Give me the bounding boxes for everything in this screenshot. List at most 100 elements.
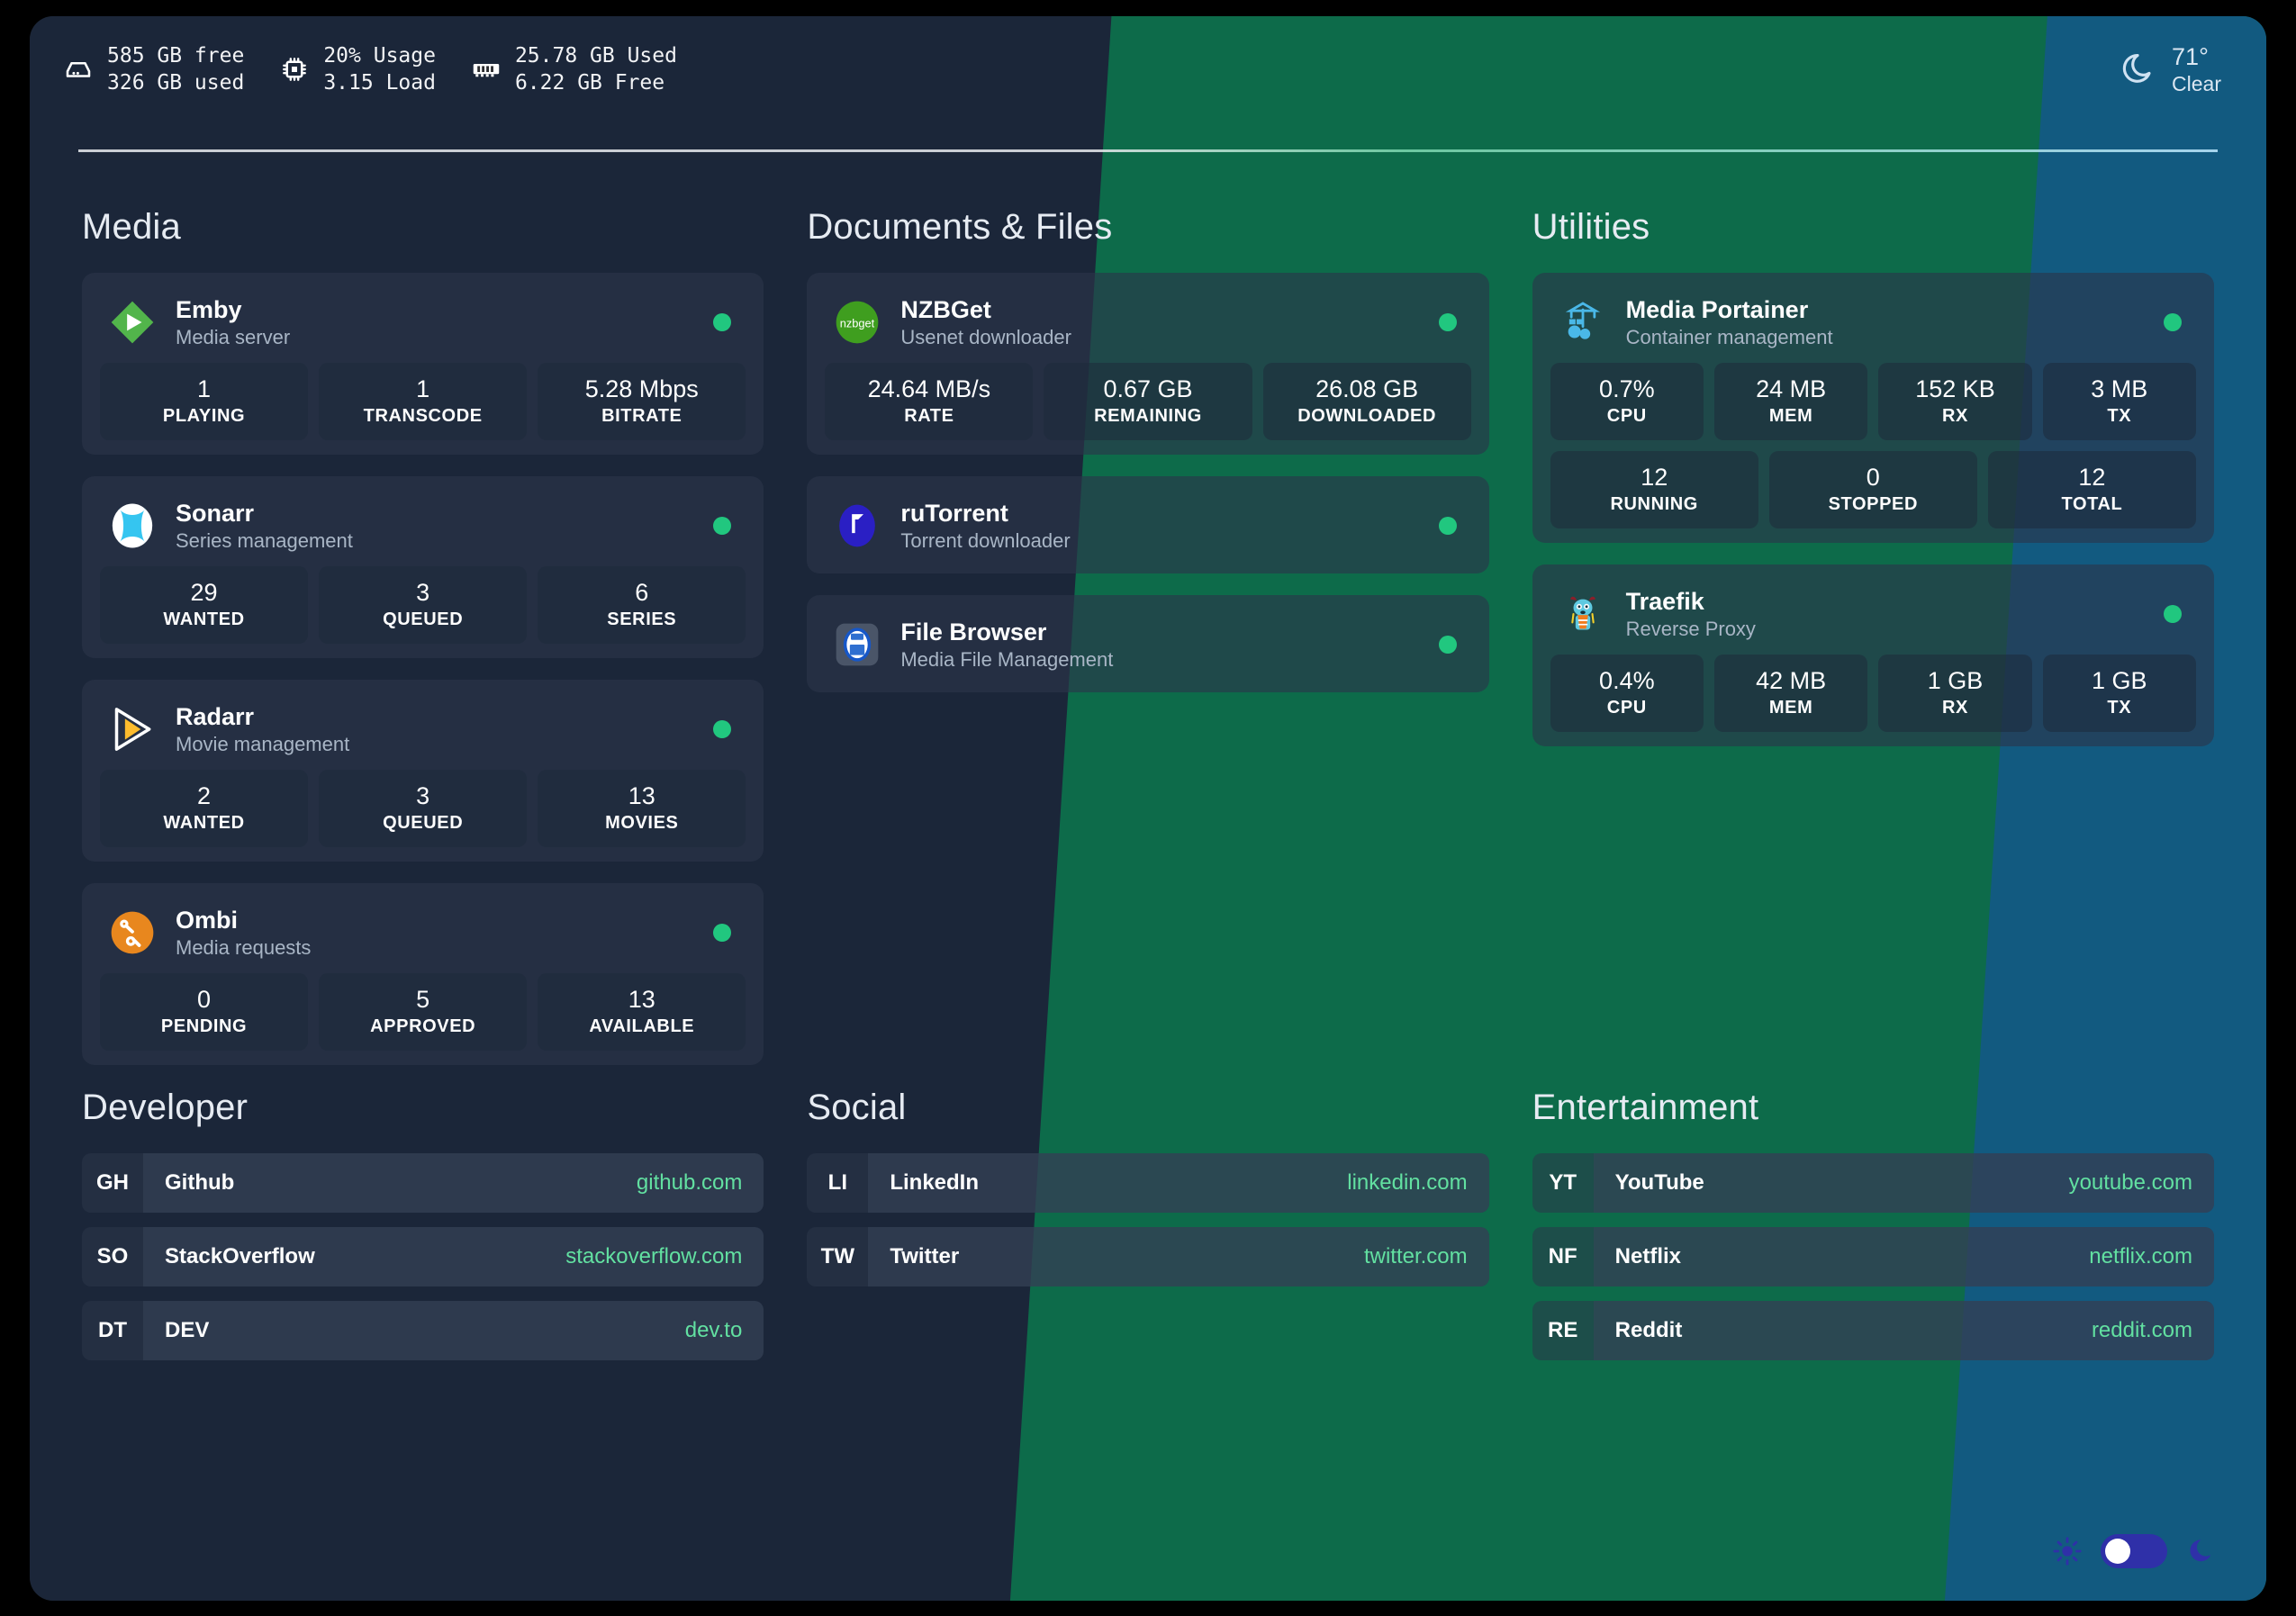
service-card-file-browser[interactable]: File Browser Media File Management: [807, 595, 1489, 692]
stat-box: 0.7% CPU: [1550, 363, 1704, 440]
bookmark-url: youtube.com: [2068, 1170, 2192, 1195]
cpu-chip-icon: [283, 58, 307, 81]
stat-label: BITRATE: [601, 406, 682, 426]
stat-label: WANTED: [163, 609, 245, 629]
weather-widget: 71° Clear: [2118, 42, 2234, 96]
stat-box: 42 MB MEM: [1713, 655, 1868, 732]
stat-box: 1 GB TX: [2042, 655, 2196, 732]
stat-value: 3 MB: [2091, 375, 2148, 402]
stat-label: RX: [1941, 698, 1968, 718]
service-subtitle: Reverse Proxy: [1625, 618, 1756, 640]
stat-value: 1: [416, 375, 430, 402]
stat-label: RUNNING: [1610, 494, 1698, 514]
bookmark-abbr: DT: [98, 1318, 127, 1342]
bookmark-url: twitter.com: [1363, 1244, 1468, 1268]
bookmark-group-social: Social LI LinkedIn linkedin.com TW Twitt…: [807, 1088, 1489, 1375]
bookmark-abbr: RE: [1547, 1318, 1578, 1342]
service-card-rutorrent[interactable]: ruTorrent Torrent downloader: [807, 476, 1489, 573]
service-name: Radarr: [176, 703, 255, 730]
bookmark-abbr: GH: [96, 1170, 129, 1195]
cpu-load-line: 3.15 Load: [323, 71, 436, 95]
service-card-traefik[interactable]: Traefik Reverse Proxy 0.4% CPU 42 MB MEM: [1532, 564, 2214, 746]
stat-value: 0.67 GB: [1103, 375, 1193, 402]
service-subtitle: Media File Management: [900, 648, 1114, 671]
stat-value: 12: [1641, 464, 1668, 491]
status-bar: 585 GB free 326 GB used 20% Usage: [30, 16, 2266, 122]
stats-row: 0.4% CPU 42 MB MEM 1 GB RX 1 GB TX: [1550, 655, 2196, 732]
stat-box: 5.28 Mbps BITRATE: [538, 363, 746, 440]
portainer-icon: [1565, 302, 1600, 339]
status-badge: [713, 720, 732, 738]
bookmark-name: YouTube: [1614, 1170, 1704, 1195]
stat-label: CPU: [1606, 406, 1647, 426]
service-card-radarr[interactable]: Radarr Movie management 2 WANTED 3 QUEUE…: [82, 680, 764, 862]
bookmark-url: netflix.com: [2089, 1244, 2192, 1268]
stat-value: 6: [635, 579, 649, 606]
bookmark-row-reddit[interactable]: RE Reddit reddit.com: [1532, 1301, 2214, 1360]
bookmark-row-netflix[interactable]: NF Netflix netflix.com: [1532, 1227, 2214, 1286]
section-title-media: Media: [82, 207, 181, 247]
moon-icon[interactable]: [2185, 1536, 2216, 1566]
stat-value: 29: [190, 579, 218, 606]
service-card-ombi[interactable]: Ombi Media requests 0 PENDING 5 APPROVED: [82, 883, 764, 1065]
stat-box: 26.08 GB DOWNLOADED: [1262, 363, 1471, 440]
service-card-media-portainer[interactable]: Media Portainer Container management 0.7…: [1532, 273, 2214, 543]
stat-value: 2: [197, 782, 212, 809]
disk-free-line: 585 GB free: [107, 44, 245, 68]
service-card-nzbget[interactable]: nzbget NZBGet Usenet downloader 24.64 MB…: [807, 273, 1489, 455]
service-card-sonarr[interactable]: Sonarr Series management 29 WANTED 3 QUE…: [82, 476, 764, 658]
service-name: File Browser: [900, 618, 1047, 645]
stat-value: 13: [628, 782, 655, 809]
stat-value: 3: [416, 782, 430, 809]
memory-stat-text: 25.78 GB Used 6.22 GB Free: [515, 42, 677, 96]
crescent-moon-icon: [2122, 54, 2151, 83]
status-badge: [2163, 605, 2182, 623]
service-card-emby[interactable]: Emby Media server 1 PLAYING 1 TRANSCODE: [82, 273, 764, 455]
stat-label: WANTED: [163, 813, 245, 833]
stat-value: 0.4%: [1599, 667, 1655, 694]
bookmark-row-dev[interactable]: DT DEV dev.to: [82, 1301, 764, 1360]
disk-stat-text: 585 GB free 326 GB used: [107, 42, 244, 96]
section-title-entertainment: Entertainment: [1532, 1088, 1759, 1127]
service-name: Media Portainer: [1625, 296, 1809, 323]
stat-value: 42 MB: [1756, 667, 1827, 694]
bookmark-row-github[interactable]: GH Github github.com: [82, 1153, 764, 1213]
bookmark-abbr: NF: [1548, 1244, 1577, 1268]
bookmark-name: StackOverflow: [165, 1244, 315, 1268]
stat-label: REMAINING: [1094, 406, 1202, 426]
bookmark-name: DEV: [165, 1318, 210, 1342]
status-badge: [2163, 313, 2182, 331]
theme-switch-knob[interactable]: [2105, 1539, 2130, 1564]
bookmark-row-stackoverflow[interactable]: SO StackOverflow stackoverflow.com: [82, 1227, 764, 1286]
stat-label: MOVIES: [605, 813, 679, 833]
memory-stick-icon: [473, 64, 500, 77]
theme-switch[interactable]: [2101, 1534, 2167, 1568]
bookmark-row-linkedin[interactable]: LI LinkedIn linkedin.com: [807, 1153, 1489, 1213]
bookmark-row-twitter[interactable]: TW Twitter twitter.com: [807, 1227, 1489, 1286]
theme-toggle[interactable]: [2052, 1534, 2216, 1568]
stat-label: APPROVED: [370, 1016, 476, 1036]
bookmark-name: Reddit: [1614, 1318, 1683, 1342]
stat-box: 29 WANTED: [100, 566, 309, 644]
sonarr-icon: [112, 503, 153, 548]
stat-box: 24.64 MB/s RATE: [825, 363, 1034, 440]
stats-row: 1 PLAYING 1 TRANSCODE 5.28 Mbps BITRATE: [100, 363, 746, 440]
bookmark-row-youtube[interactable]: YT YouTube youtube.com: [1532, 1153, 2214, 1213]
stat-box: 0.67 GB REMAINING: [1044, 363, 1252, 440]
radarr-icon: [114, 708, 151, 751]
bookmark-columns: Developer GH Github github.com SO StackO…: [30, 1088, 2266, 1375]
stat-value: 1: [197, 375, 212, 402]
stat-value: 1 GB: [1927, 667, 1984, 694]
stat-value: 3: [416, 579, 430, 606]
stats-row: 12 RUNNING 0 STOPPED 12 TOTAL: [1550, 451, 2196, 528]
service-subtitle: Torrent downloader: [900, 529, 1071, 552]
status-badge: [713, 924, 732, 942]
service-subtitle: Container management: [1625, 326, 1833, 348]
emby-icon: [111, 301, 154, 344]
bookmark-group-developer: Developer GH Github github.com SO StackO…: [82, 1088, 764, 1375]
bookmark-url: dev.to: [684, 1318, 743, 1342]
bookmark-abbr: SO: [96, 1244, 129, 1268]
sun-icon[interactable]: [2052, 1536, 2083, 1566]
stat-box: 152 KB RX: [1878, 363, 2032, 440]
stat-box: 13 AVAILABLE: [538, 973, 746, 1051]
